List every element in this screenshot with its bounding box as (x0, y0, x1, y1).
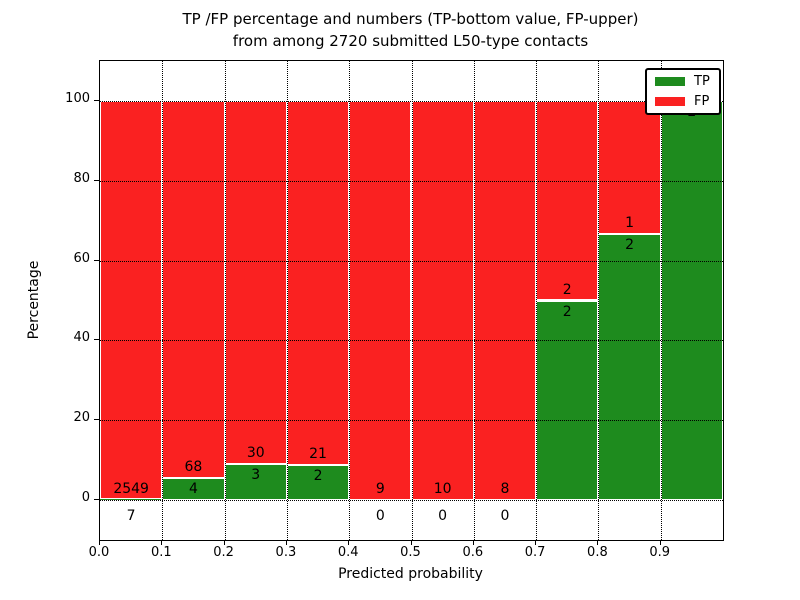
y-axis-tick (94, 99, 99, 101)
y-axis-tick-label: 0 (81, 490, 90, 506)
bar-segment-tp (536, 300, 599, 501)
x-axis-tick-label: 0.4 (337, 545, 359, 560)
gridline-vertical (660, 61, 662, 540)
x-axis-tick (348, 540, 350, 545)
tp-count-label: 4 (188, 480, 198, 497)
bar-segment-tp (598, 233, 661, 501)
gridline-horizontal (100, 260, 723, 262)
legend-swatch-tp (655, 77, 685, 86)
tp-count-label: 2 (313, 468, 323, 485)
bar-segment-tp (660, 100, 723, 501)
tp-count-label: 3 (251, 466, 261, 483)
x-axis-tick-label: 0.8 (587, 545, 608, 560)
fp-count-label: 2549 (113, 481, 149, 498)
legend: TP FP (645, 68, 721, 115)
legend-item: TP (655, 75, 711, 88)
gridline-vertical (536, 61, 538, 540)
gridline-horizontal (100, 180, 723, 182)
y-axis-tick-label: 20 (73, 410, 90, 426)
bar-segment-fp (411, 100, 474, 501)
chart-title-line1: TP /FP percentage and numbers (TP-bottom… (182, 10, 639, 28)
y-axis-tick-label: 60 (73, 250, 90, 266)
gridline-vertical (286, 61, 288, 540)
bar-segment-tp (100, 498, 163, 501)
y-axis-tick (94, 259, 99, 261)
fp-count-label: 21 (309, 446, 327, 463)
y-axis-tick-label: 40 (73, 330, 90, 346)
tp-count-label: 0 (375, 508, 385, 525)
y-axis-tick (94, 339, 99, 341)
bar-segment-fp (224, 100, 287, 464)
fp-count-label: 68 (184, 458, 203, 475)
y-axis-tick (94, 419, 99, 421)
chart-title: TP /FP percentage and numbers (TP-bottom… (99, 8, 722, 52)
fp-count-label: 1 (625, 214, 635, 231)
x-axis-tick (99, 540, 100, 545)
x-axis-tick (285, 540, 287, 545)
legend-swatch-fp (655, 97, 685, 106)
y-axis-tick-label: 100 (65, 90, 90, 106)
tp-count-label: 0 (500, 508, 510, 525)
y-axis-tick (94, 179, 99, 181)
tp-count-label: 2 (562, 303, 572, 320)
fp-count-label: 9 (375, 481, 385, 498)
x-axis-tick-label: 0.1 (150, 545, 172, 560)
bar-segment-fp (349, 100, 412, 501)
x-axis-label: Predicted probability (338, 566, 483, 582)
fp-count-label: 10 (433, 481, 452, 498)
fp-count-label: 8 (500, 481, 510, 498)
tp-count-label: 0 (438, 508, 448, 525)
bar-segment-fp (100, 100, 163, 499)
gridline-vertical (224, 61, 226, 540)
bar-segment-tp (286, 465, 350, 501)
gridline-vertical (349, 61, 351, 540)
y-axis-tick-label: 80 (73, 170, 90, 186)
y-axis-label: Percentage (26, 260, 42, 340)
x-axis-tick (535, 540, 537, 545)
x-axis-tick (410, 540, 412, 545)
x-axis-tick (472, 540, 474, 545)
gridline-vertical (162, 61, 164, 540)
x-axis-tick (597, 540, 599, 545)
gridline-vertical (411, 61, 413, 540)
tp-count-label: 7 (126, 508, 136, 525)
gridline-vertical (598, 61, 600, 540)
x-axis-tick (659, 540, 661, 545)
bar-segment-tp (224, 463, 287, 501)
gridline-horizontal (100, 100, 723, 102)
legend-item: FP (655, 95, 711, 108)
x-axis-tick-label: 0.5 (400, 545, 421, 560)
x-axis-tick-label: 0.0 (88, 545, 110, 560)
x-axis-tick-label: 0.2 (213, 545, 234, 560)
legend-label: TP (694, 74, 710, 89)
x-axis-tick-label: 0.7 (524, 545, 546, 560)
fp-count-label: 2 (562, 281, 572, 298)
bar-segment-fp (162, 100, 225, 478)
x-axis-tick-label: 0.6 (462, 545, 484, 560)
chart-title-line2: from among 2720 submitted L50-type conta… (232, 32, 589, 50)
x-axis-tick (223, 540, 225, 545)
bar-segment-fp (286, 100, 350, 466)
gridline-horizontal (100, 500, 723, 502)
y-axis-tick (94, 499, 99, 501)
x-axis-tick-label: 0.9 (649, 545, 671, 560)
bar-segment-fp (536, 100, 599, 301)
gridline-horizontal (100, 340, 723, 342)
bar-segment-fp (473, 100, 537, 501)
tp-count-label: 2 (625, 236, 635, 253)
gridline-vertical (473, 61, 475, 540)
x-axis-tick-label: 0.3 (275, 545, 297, 560)
gridline-horizontal (100, 420, 723, 422)
legend-label: FP (694, 94, 710, 109)
bar-segment-fp (598, 100, 661, 234)
fp-count-label: 30 (246, 444, 265, 461)
x-axis-tick (161, 540, 163, 545)
